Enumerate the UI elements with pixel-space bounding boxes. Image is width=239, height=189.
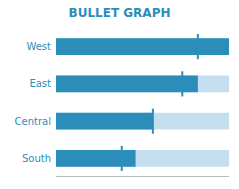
value-bar	[56, 75, 198, 92]
target-line	[152, 109, 154, 134]
value-bar	[56, 113, 153, 130]
axis-line	[56, 176, 229, 177]
range-bar	[56, 75, 229, 92]
category-label: West	[26, 41, 51, 52]
target-line	[197, 34, 199, 59]
chart: BULLET GRAPH West East Central South	[0, 0, 239, 189]
category-label: South	[22, 153, 51, 164]
target-line	[121, 146, 123, 171]
title: BULLET GRAPH	[69, 6, 171, 20]
value-bar	[56, 150, 136, 167]
value-bar	[56, 38, 229, 55]
range-bar	[56, 113, 229, 130]
range-bar	[56, 150, 229, 167]
plot-area	[56, 34, 229, 171]
category-label: East	[29, 78, 51, 89]
chart-container: BULLET GRAPH West East Central South	[0, 0, 239, 189]
category-label: Central	[15, 116, 51, 127]
range-bar	[56, 38, 229, 55]
target-line	[181, 71, 183, 96]
